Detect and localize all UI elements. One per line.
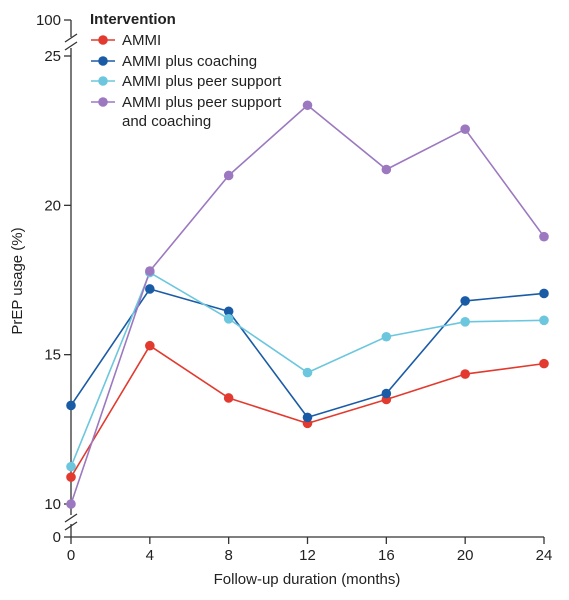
data-point-s2-x8 — [223, 306, 234, 317]
data-point-s1-x8 — [223, 393, 234, 403]
y-tick-label-15: 15 — [44, 347, 61, 364]
x-tick-label-0: 0 — [67, 547, 75, 564]
series-points-layer — [66, 100, 549, 509]
data-point-s3-x16 — [381, 331, 392, 342]
data-point-s4-x8 — [223, 170, 234, 181]
legend-swatch-marker-1 — [98, 35, 108, 45]
legend-label-2: AMMI plus coaching — [122, 53, 257, 70]
legend-label-3: AMMI plus peer support — [122, 73, 282, 90]
legend-label-1: AMMI — [122, 32, 161, 49]
x-tick-label-20: 20 — [457, 547, 474, 564]
data-point-s4-x20 — [460, 124, 470, 134]
data-point-s4-x0 — [66, 499, 76, 509]
data-point-s2-x12 — [302, 412, 313, 423]
y-tick-label-100: 100 — [36, 12, 61, 29]
y-tick-label-25: 25 — [44, 48, 61, 65]
legend-title: Intervention — [90, 11, 176, 28]
data-point-s1-x4 — [145, 340, 155, 351]
data-point-s1-x0 — [66, 472, 76, 482]
data-point-s2-x24 — [539, 288, 549, 299]
series-line-1 — [70, 344, 545, 478]
x-tick-label-8: 8 — [224, 547, 232, 564]
x-tick-label-16: 16 — [378, 547, 395, 564]
data-point-s2-x0 — [66, 400, 76, 411]
data-point-s4-x12 — [302, 100, 313, 111]
legend-swatch-marker-2 — [98, 56, 108, 66]
y-axis-break-top-b — [64, 41, 78, 51]
series-lines-layer — [70, 104, 545, 505]
x-tick-label-24: 24 — [536, 547, 553, 564]
data-point-s3-x8 — [223, 314, 234, 324]
x-axis-title: Follow-up duration (months) — [214, 571, 401, 588]
data-point-s4-x16 — [381, 164, 392, 175]
data-point-s2-x20 — [460, 296, 470, 306]
series-line-4 — [70, 104, 545, 505]
x-tick-label-4: 4 — [146, 547, 154, 564]
series-line-2 — [70, 288, 545, 419]
y-axis-break-bottom-b — [64, 521, 78, 531]
axes-layer: 10 15 20 25 0 100 0 4 8 12 16 20 24 — [36, 12, 552, 564]
data-point-s4-x4 — [145, 266, 155, 276]
data-point-s2-x4 — [145, 284, 155, 294]
data-point-s1-x24 — [539, 358, 549, 369]
y-tick-label-20: 20 — [44, 197, 61, 214]
y-tick-label-0: 0 — [53, 529, 61, 546]
data-point-s2-x16 — [381, 388, 392, 399]
data-point-s3-x12 — [302, 367, 313, 378]
legend-swatch-marker-4 — [98, 97, 108, 107]
y-axis-break-bottom-a — [64, 513, 78, 523]
data-point-s3-x24 — [539, 315, 549, 326]
y-axis-break-top-a — [64, 33, 78, 43]
data-point-s3-x20 — [460, 317, 470, 327]
legend-label-4-line-1: AMMI plus peer support — [122, 94, 282, 111]
x-tick-label-12: 12 — [299, 547, 316, 564]
data-point-s4-x24 — [539, 231, 549, 242]
data-point-s3-x0 — [66, 461, 76, 472]
legend-label-4-line-2: and coaching — [122, 113, 211, 130]
y-tick-label-10: 10 — [44, 496, 61, 513]
y-axis-title: PrEP usage (%) — [9, 227, 26, 334]
legend: Intervention AMMI AMMI plus coaching AMMI … — [90, 11, 282, 130]
data-point-s1-x20 — [460, 369, 470, 379]
legend-swatch-marker-3 — [98, 76, 108, 86]
